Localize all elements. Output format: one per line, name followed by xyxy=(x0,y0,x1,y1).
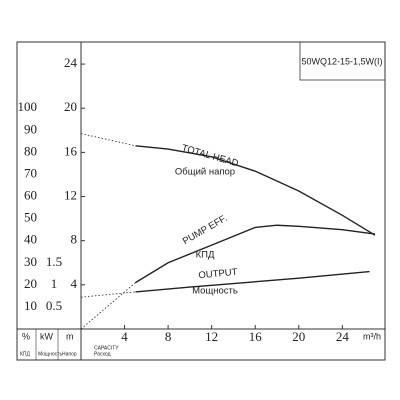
y3-tick-label: 1.5 xyxy=(46,254,62,269)
series-label: PUMP EFF. xyxy=(181,213,229,247)
y2-tick-label: 100 xyxy=(18,99,38,114)
y2-tick-label: 50 xyxy=(24,210,37,225)
line-extension xyxy=(80,282,136,330)
series-label-ru: КПД xyxy=(196,250,215,261)
y2-tick-label: 60 xyxy=(24,188,37,203)
series-label-ru: Общий напор xyxy=(175,167,235,178)
x-tick-label: 20 xyxy=(292,329,305,344)
y2-tick-label: 90 xyxy=(24,121,37,136)
x-label-ru: Расход xyxy=(94,351,111,357)
y-tick-label: 16 xyxy=(64,143,78,158)
y-unit-ru: Напор xyxy=(62,351,77,357)
y3-tick-label: 1 xyxy=(51,276,58,291)
y2-tick-label: 40 xyxy=(24,232,37,247)
y-tick-label: 12 xyxy=(64,188,77,203)
y-tick-label: 20 xyxy=(64,99,77,114)
x-label: CAPACITY xyxy=(94,345,119,351)
frame xyxy=(16,41,386,361)
x-tick-label: 4 xyxy=(121,329,128,344)
x-tick-label: 12 xyxy=(205,329,218,344)
title-box xyxy=(299,41,386,81)
y3-unit: kW xyxy=(40,331,54,341)
y3-unit-ru: Мощность xyxy=(38,351,62,357)
line-extension xyxy=(80,291,136,298)
chart-title: 50WQ12-15-1,5W(I) xyxy=(301,56,382,66)
series-label: TOTAL HEAD xyxy=(180,143,239,170)
x-tick-label: 16 xyxy=(249,329,263,344)
y-tick-label: 8 xyxy=(71,232,78,247)
series-label: OUTPUT xyxy=(198,267,238,281)
x-tick-label: 24 xyxy=(336,329,350,344)
line xyxy=(135,224,376,284)
y2-tick-label: 10 xyxy=(24,298,37,313)
y2-tick-label: 30 xyxy=(24,254,37,269)
y2-tick-label: 80 xyxy=(24,143,37,158)
y3-tick-label: 0.5 xyxy=(46,298,62,313)
series-label-ru: Мощность xyxy=(192,286,238,297)
y-tick-label: 4 xyxy=(71,276,78,291)
y2-unit-ru: КПД xyxy=(20,351,31,357)
y2-unit: % xyxy=(22,331,30,341)
y2-tick-label: 20 xyxy=(24,276,37,291)
line xyxy=(135,145,376,236)
line-extension xyxy=(80,133,136,147)
y2-tick-label: 70 xyxy=(24,165,37,180)
line xyxy=(135,270,370,293)
x-tick-label: 8 xyxy=(165,329,172,344)
y-unit: m xyxy=(66,331,74,341)
y-tick-label: 24 xyxy=(64,55,78,70)
x-unit: m³/h xyxy=(363,331,381,341)
